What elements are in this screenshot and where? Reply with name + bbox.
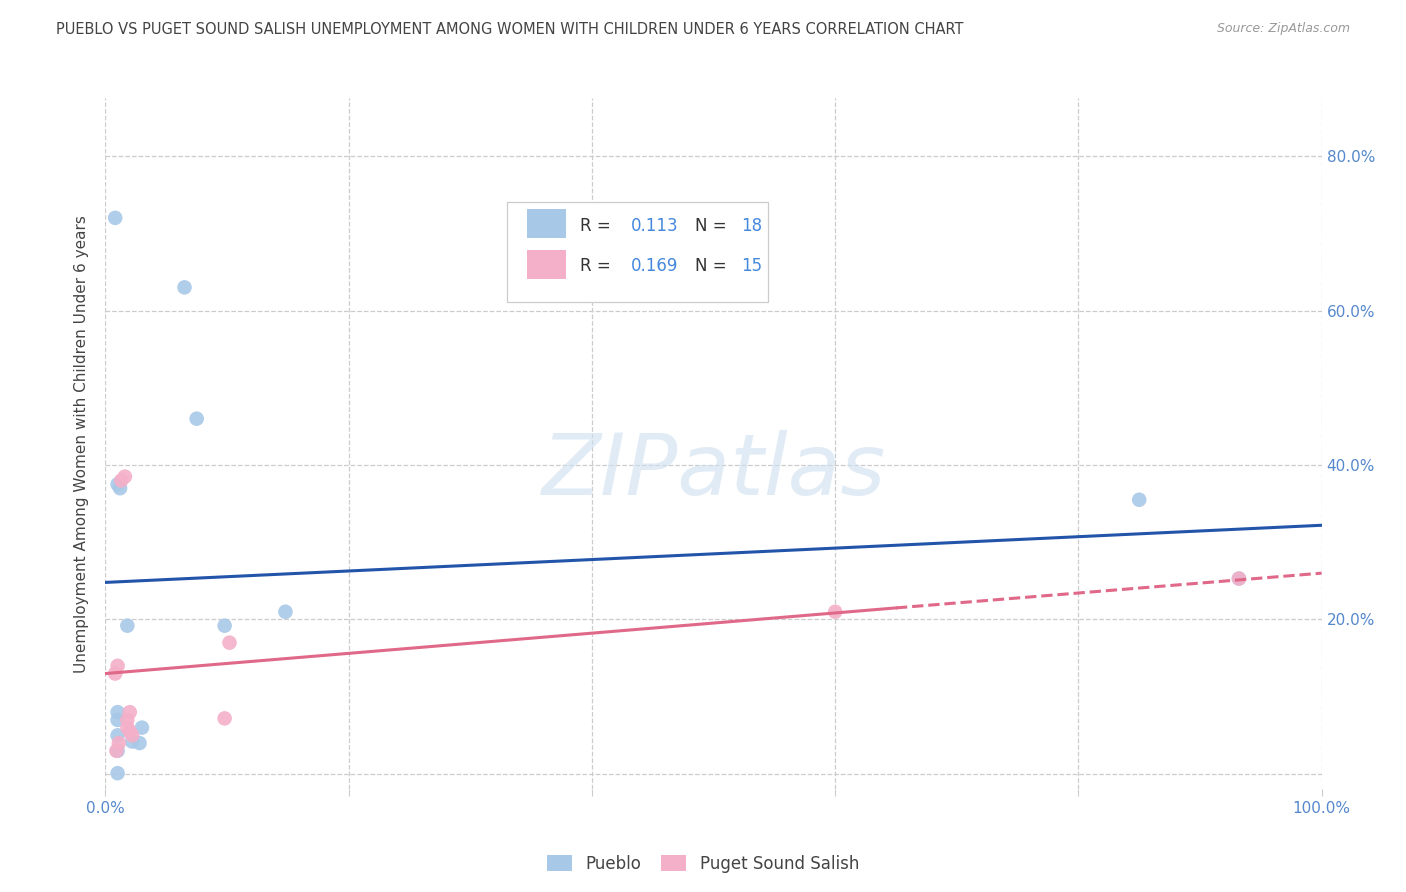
Point	[274, 605, 297, 619]
Point	[107, 713, 129, 727]
Text: Source: ZipAtlas.com: Source: ZipAtlas.com	[1216, 22, 1350, 36]
Bar	[527, 210, 567, 238]
Point	[117, 721, 139, 735]
Point	[121, 728, 143, 742]
Point	[118, 705, 141, 719]
Point	[105, 744, 128, 758]
Point	[107, 705, 129, 719]
Bar	[527, 250, 567, 278]
Point	[107, 766, 129, 780]
Point	[110, 474, 132, 488]
FancyBboxPatch shape	[506, 202, 768, 302]
Legend: Pueblo, Puget Sound Salish: Pueblo, Puget Sound Salish	[540, 848, 866, 880]
Point	[128, 736, 150, 750]
Point	[121, 734, 143, 748]
Point	[214, 711, 236, 725]
Point	[117, 618, 139, 632]
Point	[114, 469, 136, 483]
Text: 15: 15	[741, 257, 762, 275]
Text: PUEBLO VS PUGET SOUND SALISH UNEMPLOYMENT AMONG WOMEN WITH CHILDREN UNDER 6 YEAR: PUEBLO VS PUGET SOUND SALISH UNEMPLOYMEN…	[56, 22, 963, 37]
Point	[108, 736, 131, 750]
Point	[104, 211, 127, 225]
Point	[186, 411, 208, 425]
Point	[173, 280, 195, 294]
Point	[117, 713, 139, 727]
Point	[1227, 572, 1250, 586]
Point	[118, 724, 141, 739]
Point	[107, 728, 129, 742]
Point	[131, 721, 153, 735]
Text: R =: R =	[579, 257, 616, 275]
Point	[1227, 572, 1250, 586]
Text: N =: N =	[696, 217, 733, 235]
Text: 0.113: 0.113	[631, 217, 679, 235]
Point	[214, 618, 236, 632]
Point	[824, 605, 846, 619]
Text: 18: 18	[741, 217, 762, 235]
Point	[218, 635, 240, 649]
Point	[108, 481, 131, 495]
Text: ZIPatlas: ZIPatlas	[541, 430, 886, 513]
Point	[107, 744, 129, 758]
Text: 0.169: 0.169	[631, 257, 678, 275]
Point	[107, 658, 129, 673]
Point	[107, 477, 129, 491]
Point	[104, 666, 127, 681]
Text: R =: R =	[579, 217, 616, 235]
Y-axis label: Unemployment Among Women with Children Under 6 years: Unemployment Among Women with Children U…	[75, 215, 90, 673]
Text: N =: N =	[696, 257, 733, 275]
Point	[1128, 492, 1150, 507]
